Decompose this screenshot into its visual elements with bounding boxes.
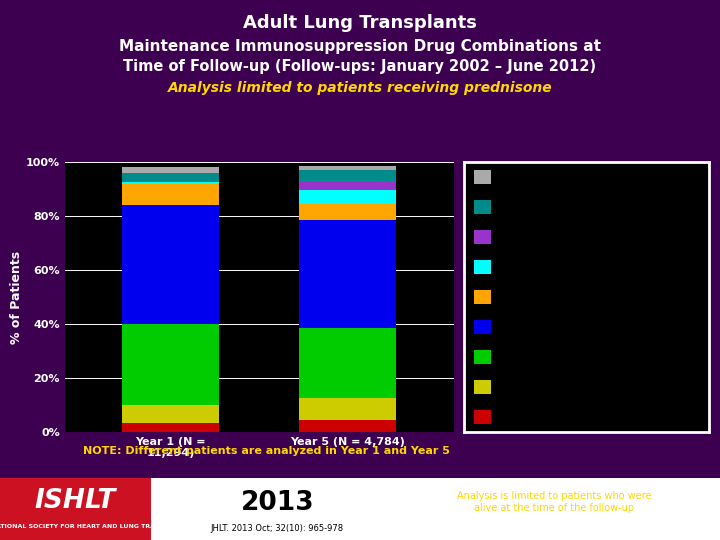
Bar (0, 478, 151, 540)
Bar (474, 260, 491, 274)
Bar (299, 328, 396, 399)
Text: JHLT. 2013 Oct; 32(10): 965-978: JHLT. 2013 Oct; 32(10): 965-978 (211, 524, 343, 534)
Bar (122, 405, 220, 422)
Bar (299, 220, 396, 328)
Text: ISHLT • INTERNATIONAL SOCIETY FOR HEART AND LUNG TRANSPLANTATION: ISHLT • INTERNATIONAL SOCIETY FOR HEART … (0, 524, 209, 529)
Bar (299, 191, 396, 204)
Bar (474, 289, 491, 305)
Text: Analysis limited to patients receiving prednisone: Analysis limited to patients receiving p… (168, 81, 552, 95)
Bar (474, 380, 491, 394)
Bar (299, 420, 396, 432)
Bar (474, 409, 491, 424)
Bar (122, 422, 220, 432)
Bar (122, 167, 220, 173)
Bar (299, 170, 396, 181)
Bar (299, 204, 396, 220)
Bar (122, 184, 220, 205)
Text: Adult Lung Transplants: Adult Lung Transplants (243, 14, 477, 31)
Text: Time of Follow-up (Follow-ups: January 2002 – June 2012): Time of Follow-up (Follow-ups: January 2… (123, 59, 597, 75)
Text: NOTE: Different patients are analyzed in Year 1 and Year 5: NOTE: Different patients are analyzed in… (83, 446, 450, 456)
Bar (474, 230, 491, 245)
Bar (474, 170, 491, 185)
Bar (299, 181, 396, 191)
Bar (474, 200, 491, 214)
Bar (474, 349, 491, 364)
Y-axis label: % of Patients: % of Patients (10, 251, 23, 343)
Bar (299, 166, 396, 170)
Bar (122, 183, 220, 184)
Text: Analysis is limited to patients who were
alive at the time of the follow-up: Analysis is limited to patients who were… (457, 491, 652, 513)
Bar (474, 320, 491, 334)
Bar (122, 205, 220, 324)
Text: 2013: 2013 (240, 490, 314, 516)
Text: Maintenance Immunosuppression Drug Combinations at: Maintenance Immunosuppression Drug Combi… (119, 39, 601, 54)
Bar (299, 399, 396, 420)
Text: ISHLT: ISHLT (35, 489, 117, 515)
Bar (122, 173, 220, 183)
Bar (122, 324, 220, 405)
